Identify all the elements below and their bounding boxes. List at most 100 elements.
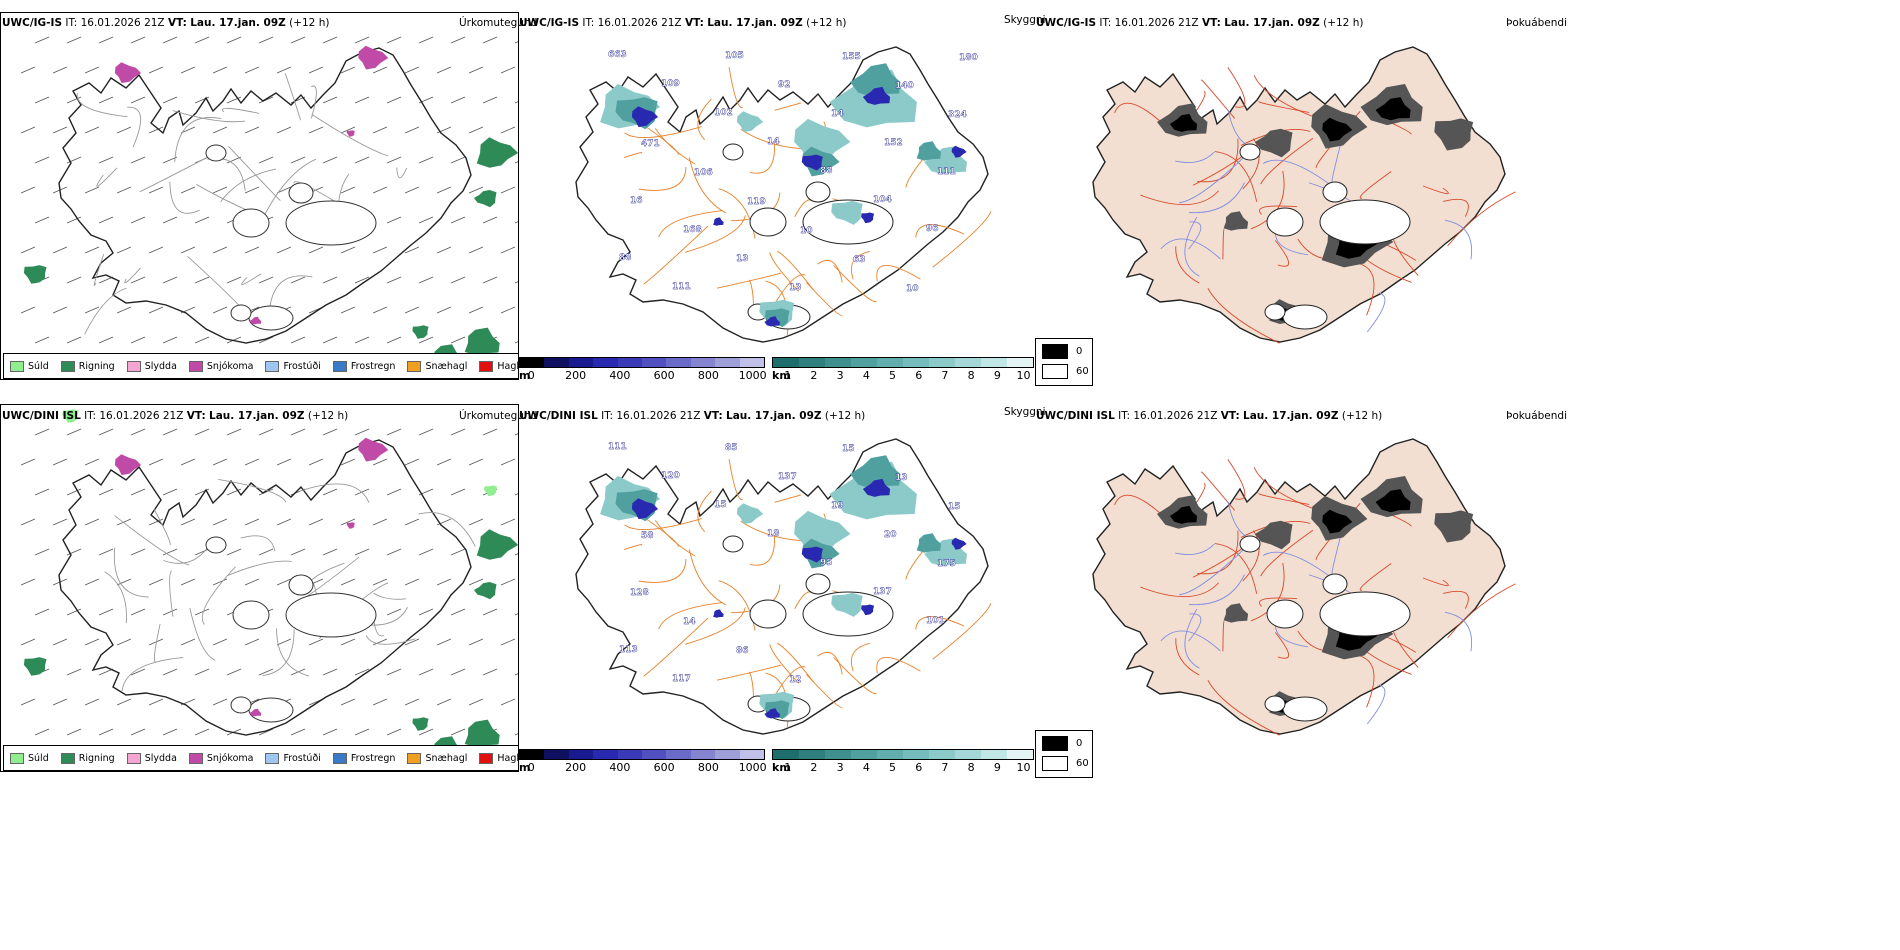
fog-legend-low-swatch [1042, 364, 1068, 379]
fog-legend-high: 0 [1076, 346, 1083, 357]
ceiling-label: 180 [959, 53, 978, 63]
glacier-outline [1264, 695, 1286, 713]
wind-barb [340, 518, 356, 526]
wind-barb [258, 668, 274, 676]
glacier-outline [285, 200, 377, 246]
legend-item: Rigning [60, 360, 115, 372]
legend-label: Snæhagl [425, 360, 468, 372]
wind-barb [130, 336, 146, 344]
road-line [189, 608, 216, 661]
wind-barb [514, 161, 518, 164]
legend-label: Súld [28, 360, 49, 372]
road-line [1201, 471, 1236, 511]
legend-swatch [265, 360, 280, 372]
road-line [850, 643, 870, 672]
road-line [1250, 170, 1285, 230]
wind-barb [436, 638, 452, 646]
wind-barb [436, 698, 452, 706]
snow-area [358, 45, 389, 70]
wind-barb [20, 126, 36, 134]
glacier-outline [805, 181, 831, 203]
road-line [685, 215, 746, 253]
ceiling-label: 113 [619, 645, 638, 655]
colorbar-tick: 2 [810, 761, 818, 774]
legend-item: Frostregn [332, 752, 395, 764]
wind-barb [212, 186, 228, 194]
colorbar-tick: 5 [889, 761, 897, 774]
wind-barb [20, 518, 36, 526]
wind-barb [500, 698, 516, 706]
cloud-base-area [801, 154, 823, 171]
wind-barb [404, 458, 420, 466]
precip-type-legend-bottom: Súld Rigning Slydda Snjókoma Frostúði Frostre… [3, 745, 518, 771]
wind-barb [162, 428, 178, 436]
wind-barb [418, 428, 434, 436]
legend-label: Slydda [144, 752, 177, 764]
glacier-outline [1266, 599, 1304, 629]
legend-swatch [126, 360, 141, 372]
ceiling-label: 109 [661, 79, 680, 89]
ceiling-label: 63 [853, 255, 866, 265]
road-line [833, 657, 877, 695]
wind-barb [386, 336, 402, 344]
ceiling-label: 86 [736, 646, 749, 656]
wind-barb [514, 221, 518, 224]
wind-barb [162, 668, 178, 676]
road-line [169, 570, 174, 617]
colorbar-tick: 600 [653, 761, 675, 774]
wind-barb [514, 281, 518, 284]
iceland-coastline [575, 46, 989, 343]
wind-barb [450, 488, 466, 496]
wind-barb [226, 276, 242, 284]
glacier-outline [1322, 181, 1348, 203]
wind-barb [66, 96, 82, 104]
ceiling-label: 15 [842, 444, 855, 454]
legend-item: Haglél [479, 752, 518, 764]
wind-barb [386, 276, 402, 284]
wind-barb [66, 608, 82, 616]
wind-barb [450, 216, 466, 224]
wind-barb [20, 306, 36, 314]
wind-barb [194, 428, 210, 436]
ceiling-label: 92 [778, 80, 791, 90]
wind-barb [34, 488, 50, 496]
road-line [740, 128, 806, 150]
road-line [697, 490, 712, 533]
colorbar-strip [519, 357, 765, 368]
cloud-base-area [764, 316, 780, 327]
wind-barb [386, 156, 402, 164]
road-line [1274, 632, 1290, 659]
glacier-outline [749, 207, 787, 237]
wind-barb [290, 428, 306, 436]
wind-barb [386, 428, 402, 436]
visibility-title-top: UWC/IG-IS IT: 16.01.2026 21Z VT: Lau. 17… [519, 17, 847, 29]
road-line [396, 167, 408, 179]
visibility-area [764, 308, 790, 328]
fog-legend-top: 0 60 [1035, 338, 1093, 386]
wind-barb [450, 428, 466, 436]
wind-barb [404, 306, 420, 314]
ceiling-label: 101 [926, 616, 945, 626]
road-line [1207, 680, 1280, 736]
wind-barb [386, 548, 402, 556]
glacier-outline [1264, 303, 1286, 321]
wind-barb [322, 276, 338, 284]
wind-barb [130, 728, 146, 736]
wind-barb [450, 96, 466, 104]
visibility-area [916, 141, 942, 161]
colorbar-tick: 400 [609, 761, 631, 774]
wind-barb [436, 186, 452, 194]
wind-barb [276, 458, 292, 466]
wind-barb [258, 336, 274, 344]
wind-barb [354, 276, 370, 284]
legend-item: Frostúði [265, 752, 321, 764]
wind-barb [468, 518, 484, 526]
road-line [1114, 102, 1162, 123]
road-line [284, 73, 302, 121]
colorbar-tick: 9 [993, 761, 1001, 774]
road-line [298, 483, 370, 503]
iceland-coastline [1092, 46, 1506, 343]
wind-barb [322, 428, 338, 436]
road-line [1260, 137, 1314, 185]
road-line [654, 520, 696, 557]
